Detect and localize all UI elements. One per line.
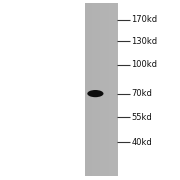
Text: 130kd: 130kd [131,37,158,46]
Text: 170kd: 170kd [131,15,158,24]
Text: 55kd: 55kd [131,112,152,122]
Text: 70kd: 70kd [131,89,152,98]
Ellipse shape [87,90,104,97]
Bar [85,4,117,176]
Text: 100kd: 100kd [131,60,157,69]
Text: 40kd: 40kd [131,138,152,147]
